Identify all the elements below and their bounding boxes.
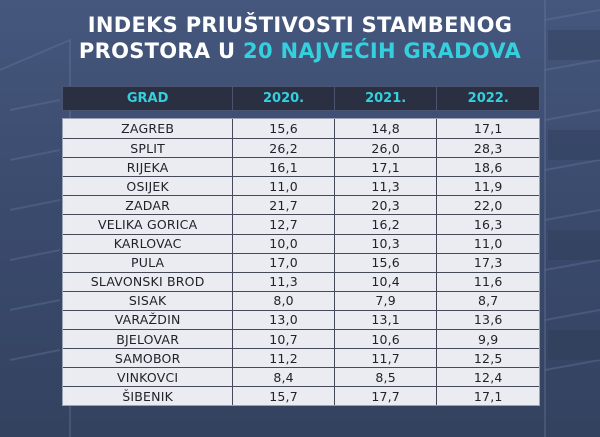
cell-value-2021: 10,4 xyxy=(333,272,437,291)
table-row: SLAVONSKI BROD 11,3 10,4 11,6 xyxy=(63,271,539,291)
cell-city: VARAŽDIN xyxy=(114,312,181,328)
cell-value-2022: 18,6 xyxy=(436,158,539,177)
cell-value-2021: 10,6 xyxy=(333,330,437,349)
table-header: GRAD 2020. 2021. 2022. xyxy=(62,86,540,111)
table-row: SPLIT 26,2 26,0 28,3 xyxy=(63,138,539,158)
title-line-2-accent: 20 NAJVEĆIH GRADOVA xyxy=(243,39,522,63)
cell-city: OSIJEK xyxy=(126,178,169,194)
cell-value-2020: 13,0 xyxy=(232,310,334,330)
cell-city: VINKOVCI xyxy=(116,369,179,385)
table-row: ZAGREB 15,6 14,8 17,1 xyxy=(63,119,539,139)
cell-value-2021: 26,0 xyxy=(333,139,437,158)
cell-city: SISAK xyxy=(128,293,167,309)
cell-value-2022: 16,3 xyxy=(436,215,539,234)
table-row: KARLOVAC 10,0 10,3 11,0 xyxy=(63,233,539,253)
table-row: VINKOVCI 8,4 8,5 12,4 xyxy=(63,367,539,387)
title-line-1: INDEKS PRIUŠTIVOSTI STAMBENOG xyxy=(87,13,513,37)
cell-value-2020: 11,3 xyxy=(232,272,334,291)
cell-value-2021: 17,7 xyxy=(333,387,437,406)
cell-value-2021: 15,6 xyxy=(333,253,437,272)
table-row: VARAŽDIN 13,0 13,1 13,6 xyxy=(63,309,539,330)
cell-value-2020: 17,0 xyxy=(232,253,334,272)
cell-value-2020: 10,7 xyxy=(232,330,334,349)
cell-city: ZAGREB xyxy=(121,121,175,137)
cell-value-2021: 16,2 xyxy=(333,215,437,234)
table-row: SAMOBOR 11,2 11,7 12,5 xyxy=(63,348,539,368)
cell-value-2020: 11,2 xyxy=(232,349,334,368)
cell-value-2020: 15,7 xyxy=(232,387,334,406)
cell-value-2020: 15,6 xyxy=(232,119,334,139)
title-line-2-prefix: PROSTORA U xyxy=(78,39,244,63)
table-row: ŠIBENIK 15,7 17,7 17,1 xyxy=(63,386,539,406)
cell-value-2021: 11,3 xyxy=(333,177,437,196)
title-line-2: PROSTORA U 20 NAJVEĆIH GRADOVA xyxy=(0,38,600,64)
cell-city: ZADAR xyxy=(125,197,171,213)
header-2022: 2022. xyxy=(436,87,539,110)
cell-value-2021: 10,3 xyxy=(333,234,437,253)
cell-value-2022: 17,3 xyxy=(436,253,539,272)
cell-value-2021: 11,7 xyxy=(333,349,437,368)
data-table: ZAGREB 15,6 14,8 17,1 SPLIT 26,2 26,0 28,3 RIJEK… xyxy=(62,118,540,407)
cell-value-2022: 17,1 xyxy=(436,387,539,406)
cell-value-2020: 8,0 xyxy=(232,291,334,310)
cell-city: BJELOVAR xyxy=(116,331,180,347)
header-grad: GRAD xyxy=(126,91,169,106)
cell-value-2022: 11,0 xyxy=(436,234,539,253)
cell-value-2021: 13,1 xyxy=(333,310,437,330)
cell-city: RIJEKA xyxy=(126,159,169,175)
cell-value-2021: 17,1 xyxy=(333,158,437,177)
cell-value-2022: 28,3 xyxy=(436,139,539,158)
cell-value-2020: 12,7 xyxy=(232,215,334,234)
cell-city: ŠIBENIK xyxy=(122,388,173,404)
table-row: OSIJEK 11,0 11,3 11,9 xyxy=(63,176,539,196)
cell-city: VELIKA GORICA xyxy=(97,217,198,233)
cell-city: SPLIT xyxy=(130,140,166,156)
table-row: SISAK 8,0 7,9 8,7 xyxy=(63,290,539,310)
cell-city: KARLOVAC xyxy=(113,236,182,252)
header-2020: 2020. xyxy=(232,87,334,110)
header-2021: 2021. xyxy=(333,87,437,110)
table-row: ZADAR 21,7 20,3 22,0 xyxy=(63,195,539,215)
cell-value-2021: 7,9 xyxy=(333,291,437,310)
cell-value-2020: 11,0 xyxy=(232,177,334,196)
table-row: RIJEKA 16,1 17,1 18,6 xyxy=(63,157,539,177)
table-row: VELIKA GORICA 12,7 16,2 16,3 xyxy=(63,214,539,234)
cell-city: SLAVONSKI BROD xyxy=(90,274,205,290)
cell-value-2022: 12,5 xyxy=(436,349,539,368)
cell-value-2022: 12,4 xyxy=(436,368,539,387)
cell-value-2022: 11,9 xyxy=(436,177,539,196)
cell-value-2021: 8,5 xyxy=(333,368,437,387)
cell-value-2022: 11,6 xyxy=(436,272,539,291)
page-title: INDEKS PRIUŠTIVOSTI STAMBENOG PROSTORA U… xyxy=(0,12,600,64)
table-row: PULA 17,0 15,6 17,3 xyxy=(63,252,539,272)
table-row: BJELOVAR 10,7 10,6 9,9 xyxy=(63,329,539,349)
cell-value-2020: 10,0 xyxy=(232,234,334,253)
cell-value-2021: 20,3 xyxy=(333,196,437,215)
cell-value-2021: 14,8 xyxy=(333,119,437,139)
cell-value-2022: 22,0 xyxy=(436,196,539,215)
cell-value-2020: 26,2 xyxy=(232,139,334,158)
cell-value-2022: 8,7 xyxy=(436,291,539,310)
cell-value-2022: 13,6 xyxy=(436,310,539,330)
cell-value-2022: 17,1 xyxy=(436,119,539,139)
cell-value-2020: 21,7 xyxy=(232,196,334,215)
cell-city: SAMOBOR xyxy=(114,350,181,366)
cell-value-2022: 9,9 xyxy=(436,330,539,349)
cell-value-2020: 16,1 xyxy=(232,158,334,177)
cell-value-2020: 8,4 xyxy=(232,368,334,387)
cell-city: PULA xyxy=(130,255,165,271)
